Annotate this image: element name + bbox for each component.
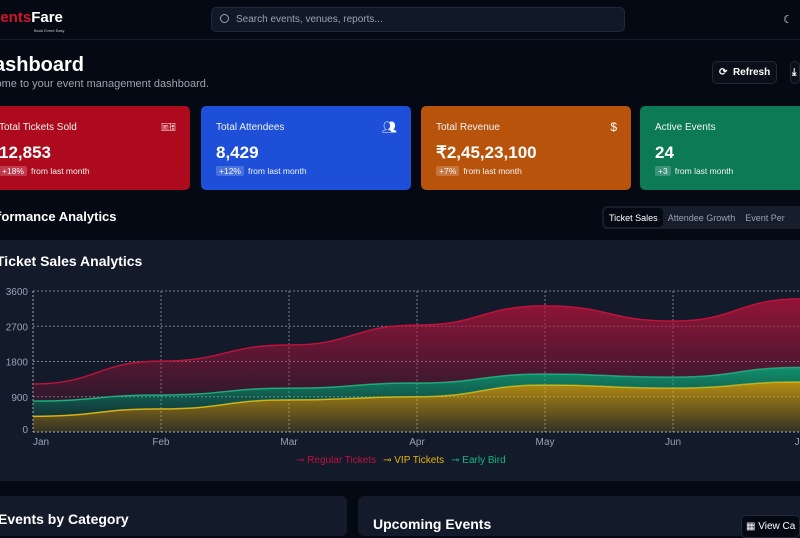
delta-badge: +18% [0, 166, 27, 176]
stat-card[interactable]: Total Tickets Sold 12,853 +18% from last mo… [0, 106, 190, 190]
stat-delta-row: +7% from last month [436, 166, 616, 176]
delta-badge: +12% [216, 166, 244, 176]
stat-card[interactable]: Total Attendees 8,429 +12% from last month 👥… [201, 106, 411, 190]
y-tick-label: 3600 [6, 287, 29, 298]
view-calendar-button[interactable]: ▦ View Ca [741, 515, 800, 538]
y-tick-label: 1800 [6, 358, 29, 369]
ticket-icon: 🎫︎ [160, 120, 176, 134]
delta-note: from last month [247, 166, 307, 176]
panel-title: Events by Category [0, 511, 129, 527]
ticket-sales-chart: 0 900 1800 2700 3600 Jan Feb Mar Apr May Jun Jul [6, 287, 800, 448]
search-input[interactable]: Search events, venues, reports... [211, 7, 625, 32]
download-button[interactable]: ⤓ [790, 61, 800, 84]
legend-vip[interactable]: ⊸ VIP Tickets [383, 455, 445, 466]
section-title: rformance Analytics [0, 209, 117, 224]
download-icon: ⤓ [792, 67, 797, 78]
page-title: ashboard [0, 54, 85, 76]
stat-delta-row: +18% from last month [0, 166, 175, 176]
stat-value: 24 [655, 143, 674, 162]
events-by-category-panel: Events by Category [0, 496, 347, 536]
stat-title: Total Tickets Sold [0, 122, 77, 133]
stat-value: 8,429 [216, 143, 259, 162]
x-tick-label: Apr [409, 437, 425, 448]
page-subtitle: come to your event management dashboard. [0, 78, 209, 90]
panel-title: Upcoming Events [373, 516, 492, 532]
y-tick-label: 2700 [6, 322, 29, 333]
search-placeholder: Search events, venues, reports... [236, 14, 383, 25]
upcoming-events-panel: Upcoming Events [358, 496, 800, 536]
logo-tagline: Book Event Easy [34, 28, 65, 33]
stat-title: Total Revenue [436, 122, 500, 133]
stat-card[interactable]: Total Revenue ₹2,45,23,100 +7% from last mo… [421, 106, 631, 190]
stat-delta-row: +3 from last month [655, 166, 785, 176]
refresh-icon: ⟳ [719, 67, 728, 78]
tab-event-performance[interactable]: Event Per [745, 213, 785, 223]
top-header: ventsFare Book Event Easy Search events,… [0, 0, 800, 40]
legend-regular[interactable]: ⊸ Regular Tickets [296, 455, 377, 466]
stat-title: Active Events [655, 122, 716, 133]
x-tick-label: Jul [795, 437, 800, 448]
chart-title: Ticket Sales Analytics [0, 253, 143, 269]
x-tick-label: Jan [33, 437, 49, 448]
legend-early-bird[interactable]: ⊸ Early Bird [451, 455, 506, 466]
users-icon: 👥︎ [381, 120, 397, 134]
area-early-bird [33, 367, 800, 417]
stat-title: Total Attendees [216, 122, 285, 133]
moon-icon[interactable]: ☾ [783, 14, 793, 26]
tab-ticket-sales[interactable]: Ticket Sales [604, 208, 663, 227]
area-regular-tickets [33, 298, 800, 402]
delta-badge: +7% [436, 166, 460, 176]
line-regular-tickets [32, 298, 800, 385]
delta-note: from last month [674, 166, 734, 176]
search-icon [220, 14, 229, 23]
x-tick-label: May [536, 437, 555, 448]
refresh-button[interactable]: ⟳ Refresh [712, 61, 778, 84]
tab-attendee-growth[interactable]: Attendee Growth [667, 213, 736, 223]
x-tick-label: Feb [152, 437, 170, 448]
stat-value: 12,853 [0, 143, 51, 162]
analytics-tabs: Ticket Sales Attendee Growth Event Per [602, 206, 800, 229]
delta-note: from last month [30, 166, 90, 176]
dollar-icon: $ [610, 120, 617, 134]
y-tick-label: 900 [11, 393, 28, 404]
y-tick-label: 0 [22, 425, 28, 436]
area-vip-tickets [33, 381, 800, 432]
x-tick-label: Jun [665, 437, 681, 448]
stat-card[interactable]: Active Events 24 +3 from last month [640, 106, 800, 190]
logo[interactable]: ventsFare [0, 9, 63, 26]
line-early-bird [32, 366, 800, 402]
delta-note: from last month [463, 166, 522, 176]
chart-legend: ⊸ Regular Tickets ⊸ VIP Tickets ⊸ Early … [296, 455, 506, 466]
x-tick-label: Mar [280, 437, 298, 448]
stat-value: ₹2,45,23,100 [436, 143, 537, 162]
delta-badge: +3 [655, 166, 671, 176]
calendar-icon: ▦ [746, 521, 756, 532]
stat-delta-row: +12% from last month [216, 166, 396, 176]
